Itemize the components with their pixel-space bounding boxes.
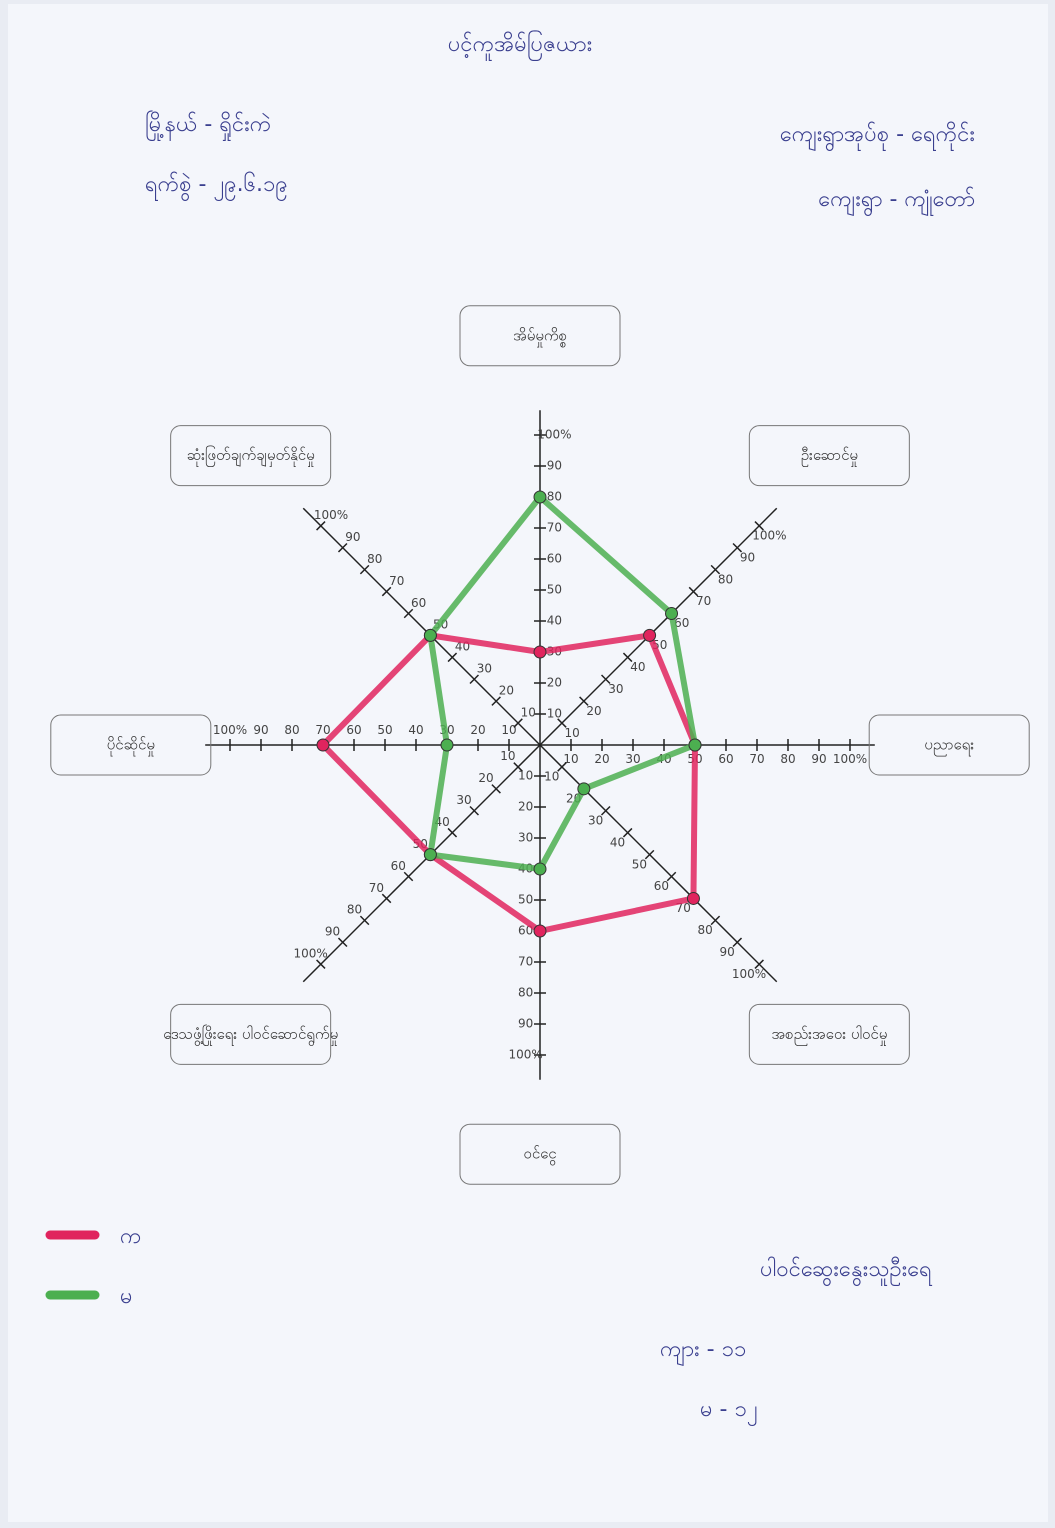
tick-label: 100% <box>833 752 867 766</box>
tick-label: 90 <box>325 925 340 939</box>
tick-label: 80 <box>518 986 533 1000</box>
category-label: အစည်းအဝေး ပါဝင်မှု <box>771 1025 887 1046</box>
tick-label: 100% <box>508 1048 542 1062</box>
tick-label: 30 <box>588 813 603 827</box>
tick-label: 60 <box>391 859 406 873</box>
tick-label: 10 <box>564 726 579 740</box>
chart: ပင့်ကူအိမ်ပြဇယား မြို့နယ် - ရှိုင်းကဲ ရက… <box>0 0 1055 1528</box>
tick-label: 50 <box>632 857 647 871</box>
data-point <box>317 739 329 751</box>
tick-label: 100% <box>537 428 571 442</box>
tick-label: 10 <box>501 723 516 737</box>
tick-label: 100% <box>732 967 766 981</box>
data-point <box>424 629 436 641</box>
tick-label: 70 <box>547 521 562 535</box>
tick-label: 30 <box>518 831 533 845</box>
tick-label: 60 <box>411 596 426 610</box>
category-label: အိမ်မှုကိစ္စ <box>513 326 567 347</box>
data-point <box>666 607 678 619</box>
tick-label: 10 <box>544 770 559 784</box>
tick-label: 30 <box>477 662 492 676</box>
tick-label: 20 <box>594 752 609 766</box>
tick-label: 20 <box>470 723 485 737</box>
tick-label: 40 <box>610 835 625 849</box>
tick-label: 80 <box>347 903 362 917</box>
category-label: ပိုင်ဆိုင်မှု <box>107 736 155 757</box>
data-point <box>534 491 546 503</box>
tick-label: 70 <box>696 594 711 608</box>
tick-label: 100% <box>314 508 348 522</box>
category-label: ဆုံးဖြတ်ချက်ချမှတ်နိုင်မှု <box>187 445 315 467</box>
tick-label: 10 <box>547 707 562 721</box>
legend-label: က <box>120 1224 142 1249</box>
tick-label: 20 <box>478 771 493 785</box>
participants-male: ကျား - ၁၁ <box>660 1337 746 1366</box>
tick-label: 70 <box>315 723 330 737</box>
tick-label: 20 <box>586 704 601 718</box>
township: မြို့နယ် - ရှိုင်းကဲ <box>145 110 271 141</box>
tick-label: 70 <box>369 881 384 895</box>
tick-label: 40 <box>547 614 562 628</box>
tick-label: 100% <box>293 947 327 961</box>
data-point <box>534 863 546 875</box>
data-point <box>534 646 546 658</box>
tick-label: 100% <box>213 723 247 737</box>
tick-label: 10 <box>500 749 515 763</box>
tick-label: 20 <box>499 683 514 697</box>
tick-label: 70 <box>749 752 764 766</box>
data-point <box>689 739 701 751</box>
tick-label: 40 <box>408 723 423 737</box>
legend-label: မ <box>120 1284 133 1309</box>
category-label: ဦးဆောင်မှု <box>801 446 858 467</box>
tick-label: 50 <box>547 583 562 597</box>
chart-title: ပင့်ကူအိမ်ပြဇယား <box>448 30 592 61</box>
tick-label: 70 <box>389 574 404 588</box>
tick-label: 80 <box>284 723 299 737</box>
tick-label: 80 <box>698 923 713 937</box>
tick-label: 90 <box>811 752 826 766</box>
tick-label: 20 <box>547 676 562 690</box>
tick-label: 20 <box>518 800 533 814</box>
tick-label: 60 <box>346 723 361 737</box>
tick-label: 90 <box>518 1017 533 1031</box>
tick-label: 30 <box>625 752 640 766</box>
data-point <box>534 925 546 937</box>
data-point <box>441 739 453 751</box>
data-point <box>578 783 590 795</box>
participants-female: မ - ၁၂ <box>700 1397 758 1426</box>
tick-label: 80 <box>718 572 733 586</box>
category-label: ဒေသဖွံ့ဖြိုးရေး ပါဝင်ဆောင်ရွက်မှု <box>163 1024 338 1046</box>
tick-label: 30 <box>456 793 471 807</box>
data-point <box>424 849 436 861</box>
tick-label: 90 <box>547 459 562 473</box>
tick-label: 60 <box>547 552 562 566</box>
tick-label: 100% <box>752 528 786 542</box>
tick-label: 10 <box>521 705 536 719</box>
tick-label: 40 <box>630 660 645 674</box>
paper <box>8 4 1048 1522</box>
tick-label: 90 <box>253 723 268 737</box>
tick-label: 50 <box>518 893 533 907</box>
tick-label: 90 <box>719 945 734 959</box>
tick-label: 60 <box>718 752 733 766</box>
category-label: ဝင်ငွေ <box>523 1145 556 1166</box>
tick-label: 50 <box>377 723 392 737</box>
data-point <box>687 892 699 904</box>
tick-label: 90 <box>740 550 755 564</box>
tick-label: 70 <box>518 955 533 969</box>
tick-label: 30 <box>608 682 623 696</box>
data-point <box>644 629 656 641</box>
tick-label: 10 <box>518 769 533 783</box>
tick-label: 90 <box>345 530 360 544</box>
tick-label: 60 <box>654 879 669 893</box>
tick-label: 80 <box>367 552 382 566</box>
tick-label: 80 <box>780 752 795 766</box>
category-label: ပညာရေး <box>924 736 974 757</box>
